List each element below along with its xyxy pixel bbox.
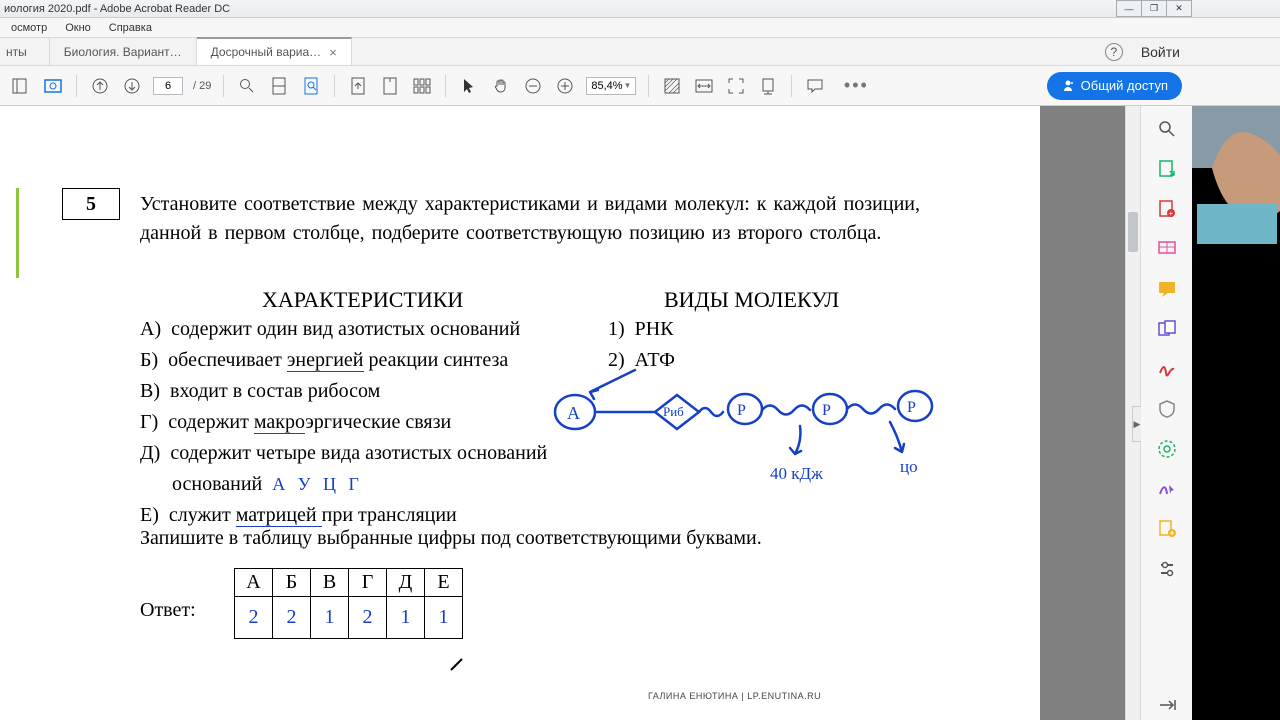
upload-icon[interactable]	[89, 75, 111, 97]
comment-icon[interactable]	[804, 75, 826, 97]
page-total: / 29	[193, 80, 211, 92]
page-fit-icon[interactable]	[268, 75, 290, 97]
question-prompt: Установите соответствие между характерис…	[140, 190, 920, 248]
question-number-box: 5	[62, 188, 120, 220]
fullscreen-icon[interactable]	[725, 75, 747, 97]
comment-tool-icon[interactable]	[1156, 278, 1178, 300]
svg-text:Риб: Риб	[663, 404, 684, 419]
fit-width-icon[interactable]	[693, 75, 715, 97]
webcam-overlay	[1192, 106, 1280, 720]
combine-icon[interactable]	[1156, 318, 1178, 340]
window-titlebar: иология 2020.pdf - Adobe Acrobat Reader …	[0, 0, 1280, 18]
find-icon[interactable]	[236, 75, 258, 97]
file-tab-active[interactable]: Досрочный вариа… ×	[197, 37, 352, 65]
share-button[interactable]: Общий доступ	[1047, 72, 1182, 100]
more-tools-icon[interactable]: •••	[836, 75, 876, 97]
settings-icon[interactable]	[1156, 558, 1178, 580]
tabs-bar: нты Биология. Вариант… Досрочный вариа… …	[0, 38, 1280, 66]
help-icon[interactable]: ?	[1105, 43, 1123, 61]
svg-text:Р: Р	[737, 402, 746, 419]
right-tools-panel: ▶ +	[1140, 106, 1192, 720]
export-pdf-icon[interactable]	[1156, 158, 1178, 180]
zoom-select[interactable]: 85,4%▼	[586, 77, 636, 95]
svg-text:40 кДж: 40 кДж	[770, 464, 823, 483]
pdf-page: 5 Установите соответствие между характер…	[0, 106, 1040, 720]
prev-page-icon[interactable]	[347, 75, 369, 97]
read-aloud-icon[interactable]	[757, 75, 779, 97]
sidebar-toggle-icon[interactable]	[10, 75, 32, 97]
protect-icon[interactable]	[1156, 398, 1178, 420]
page-gutter	[1040, 106, 1125, 720]
next-page-icon[interactable]	[379, 75, 401, 97]
zoom-in-icon[interactable]	[554, 75, 576, 97]
answer-label: Ответ:	[140, 596, 196, 625]
svg-text:Р: Р	[822, 402, 831, 419]
file-tab[interactable]: Биология. Вариант…	[50, 38, 197, 66]
menu-item[interactable]: Справка	[100, 20, 161, 36]
more-tools-side-icon[interactable]	[1156, 518, 1178, 540]
page-footer: ГАЛИНА ЕНЮТИНА | LP.ENUTINA.RU	[648, 691, 821, 701]
home-tab[interactable]: нты	[0, 38, 50, 66]
col2-header: ВИДЫ МОЛЕКУЛ	[664, 287, 839, 313]
svg-text:+: +	[1168, 209, 1173, 218]
zoom-out-icon[interactable]	[522, 75, 544, 97]
svg-text:А: А	[567, 403, 580, 423]
create-pdf-icon[interactable]: +	[1156, 198, 1178, 220]
expand-arrow-icon[interactable]	[1158, 698, 1178, 712]
compress-icon[interactable]	[1156, 438, 1178, 460]
toolbar: 6 / 29 85,4%▼ ••• Общий доступ	[0, 66, 1280, 106]
edit-pdf-icon[interactable]	[1156, 238, 1178, 260]
margin-marker	[16, 188, 19, 278]
sign-icon[interactable]	[1156, 358, 1178, 380]
screenshot-icon[interactable]	[42, 75, 64, 97]
answer-table: АБВ ГДЕ 22 12 11	[234, 568, 463, 639]
page-number-input[interactable]: 6	[153, 77, 183, 95]
hand-diagram: А Риб Р Р Р 40 кДж цо	[545, 364, 965, 494]
characteristics-list: А) содержит один вид азотистых оснований…	[140, 314, 610, 531]
document-view[interactable]: 5 Установите соответствие между характер…	[0, 106, 1040, 720]
menu-item[interactable]: осмотр	[2, 20, 56, 36]
window-maximize[interactable]: ❐	[1141, 0, 1167, 17]
window-close[interactable]: ✕	[1166, 0, 1192, 17]
svg-text:Р: Р	[907, 399, 916, 416]
search-tool-icon[interactable]	[1156, 118, 1178, 140]
svg-text:цо: цо	[900, 457, 918, 476]
window-minimize[interactable]: —	[1116, 0, 1142, 17]
collapse-panel-icon[interactable]: ▶	[1132, 406, 1141, 442]
download-icon[interactable]	[121, 75, 143, 97]
menu-item[interactable]: Окно	[56, 20, 100, 36]
scrollbar-thumb[interactable]	[1128, 212, 1138, 252]
columns-icon[interactable]	[411, 75, 433, 97]
close-tab-icon[interactable]: ×	[329, 45, 337, 60]
login-link[interactable]: Войти	[1141, 44, 1180, 60]
ruler-icon[interactable]	[661, 75, 683, 97]
cursor-icon[interactable]	[458, 75, 480, 97]
menu-bar: осмотр Окно Справка	[0, 18, 1280, 38]
col1-header: ХАРАКТЕРИСТИКИ	[262, 287, 463, 313]
instruction: Запишите в таблицу выбранные цифры под с…	[140, 524, 762, 553]
hand-icon[interactable]	[490, 75, 512, 97]
page-search-icon[interactable]	[300, 75, 322, 97]
fill-sign-icon[interactable]	[1156, 478, 1178, 500]
window-title: иология 2020.pdf - Adobe Acrobat Reader …	[4, 3, 230, 15]
